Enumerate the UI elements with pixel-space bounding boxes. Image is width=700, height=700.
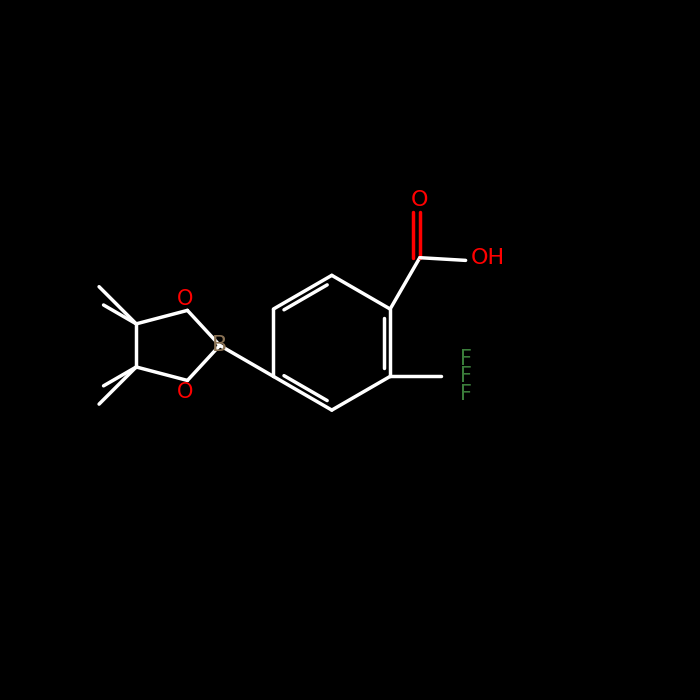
Text: B: B <box>212 335 228 356</box>
Text: F: F <box>460 384 472 404</box>
Text: O: O <box>176 288 193 309</box>
Text: O: O <box>176 382 193 402</box>
Text: OH: OH <box>471 248 505 267</box>
Text: F: F <box>460 366 472 386</box>
Text: O: O <box>411 190 428 210</box>
Text: F: F <box>460 349 472 369</box>
